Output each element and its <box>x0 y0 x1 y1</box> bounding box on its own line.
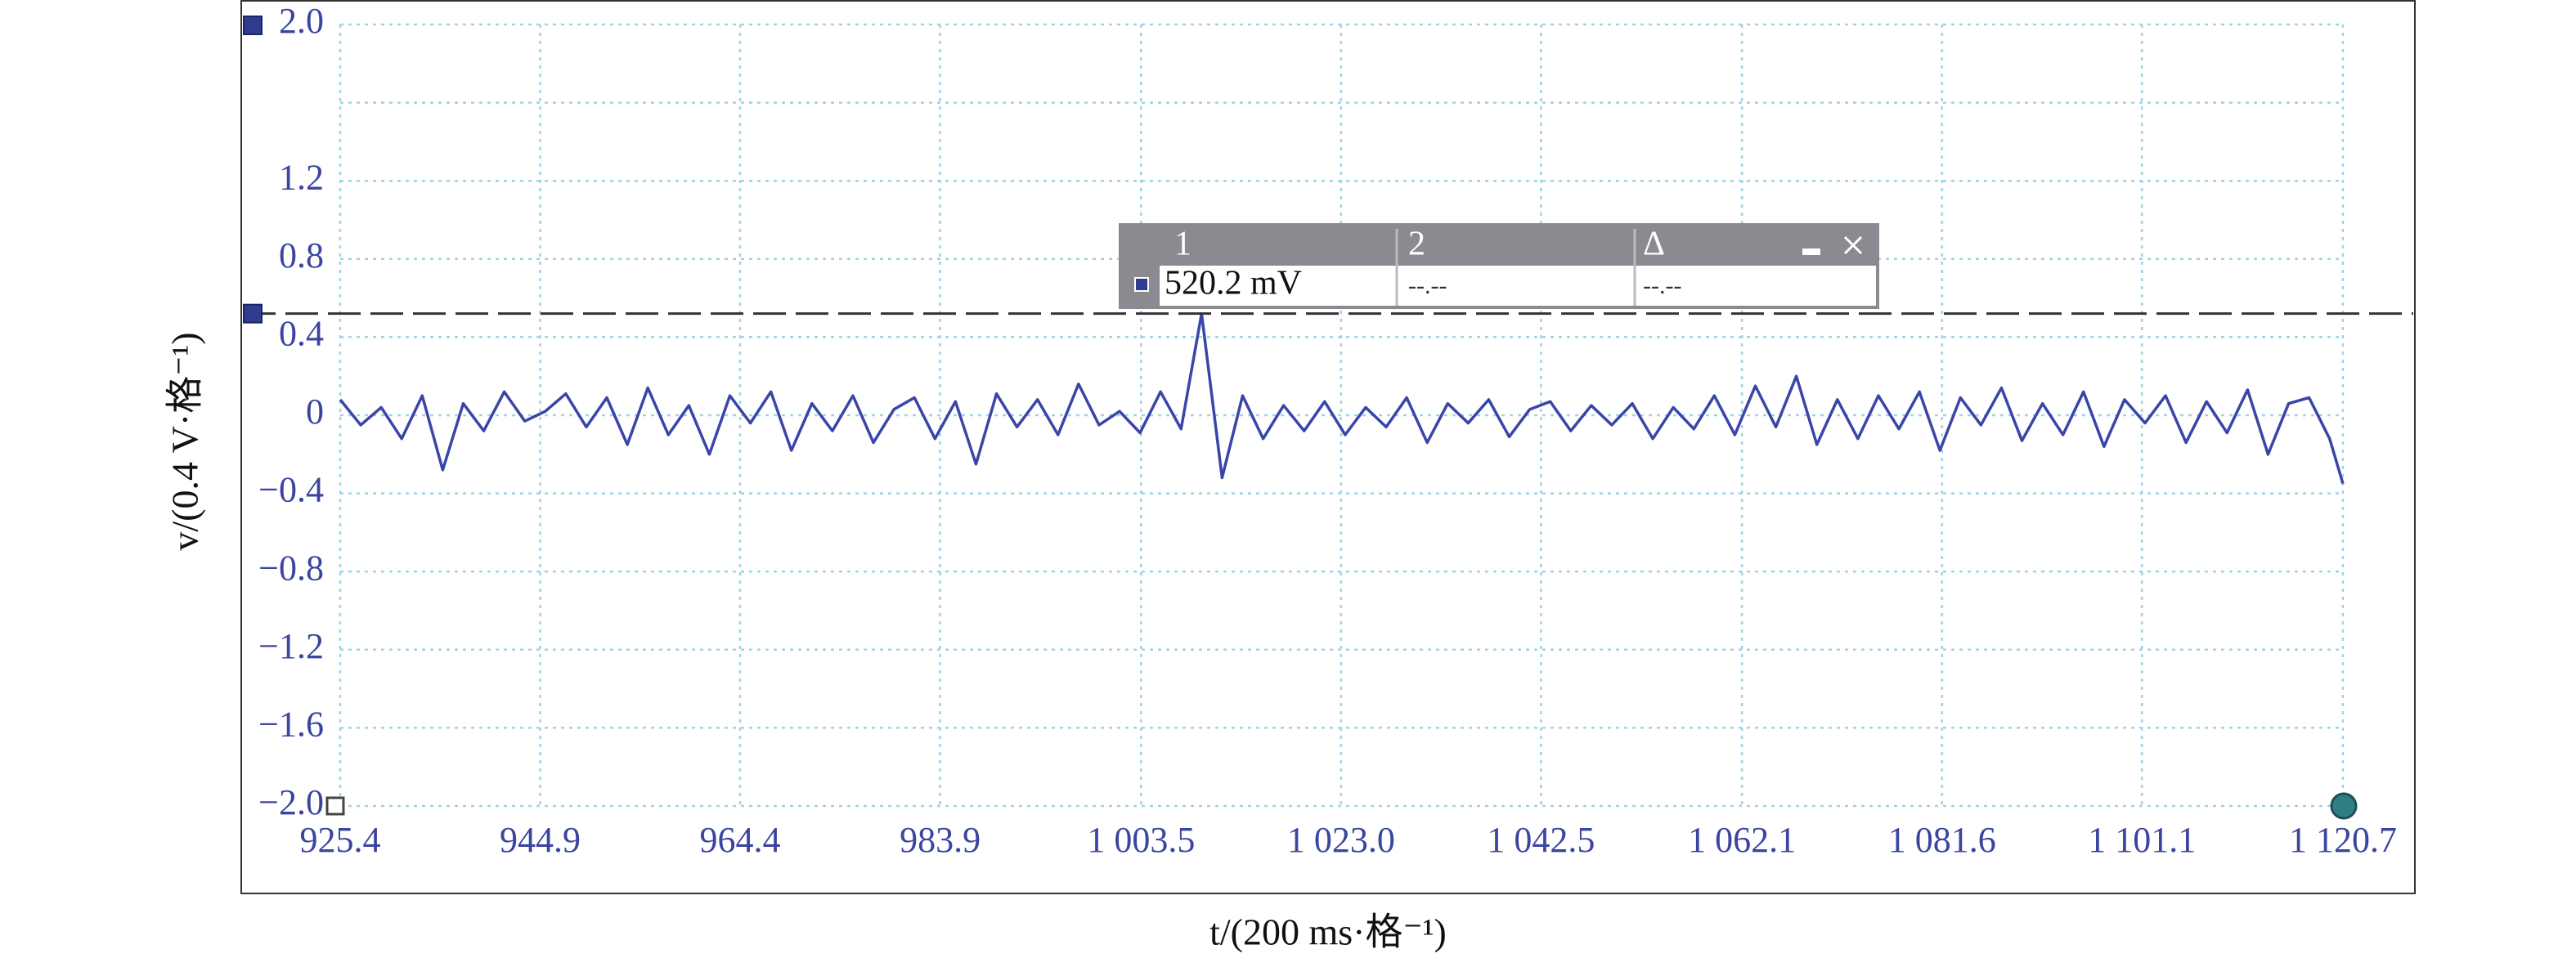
x-tick-label: 1 003.5 <box>1087 820 1195 860</box>
x-tick-label: 925.4 <box>300 820 381 860</box>
position-marker <box>2330 792 2358 820</box>
cursor-table: 1 2 Δ 520.2 mV --.-- --.-- <box>1119 223 1879 309</box>
trigger-marker <box>325 796 345 816</box>
x-tick-label: 1 101.1 <box>2088 820 2196 860</box>
y-axis-label: v/(0.4 V·格⁻¹) <box>164 332 206 550</box>
x-tick-label: 1 042.5 <box>1487 820 1595 860</box>
cursor-header-delta: Δ <box>1643 226 1665 263</box>
cursor-chip <box>1134 277 1149 292</box>
y-tick-label: −1.6 <box>258 704 324 744</box>
grid <box>339 23 2345 808</box>
y-tick-label: −1.2 <box>258 626 324 666</box>
y-tick-label: 2.0 <box>279 1 324 41</box>
cursor-header-1: 1 <box>1174 226 1192 263</box>
y-tick-label: 0.8 <box>279 235 324 275</box>
y-tick-label: 0.4 <box>279 313 324 353</box>
cursor-header <box>1122 226 1876 266</box>
plot-frame <box>240 0 2416 894</box>
x-tick-label: 1 062.1 <box>1688 820 1796 860</box>
x-tick-label: 983.9 <box>900 820 981 860</box>
x-tick-label: 944.9 <box>500 820 581 860</box>
y-tick-label: 0 <box>306 392 324 432</box>
plot <box>243 303 2413 485</box>
close-button[interactable] <box>1843 235 1863 255</box>
signal-line <box>339 311 2345 485</box>
minimize-button[interactable] <box>1802 248 1820 255</box>
y-tick-label: −0.8 <box>258 548 324 588</box>
x-tick-label: 1 120.7 <box>2289 820 2397 860</box>
x-tick-label: 1 081.6 <box>1888 820 1996 860</box>
x-tick-label: 964.4 <box>700 820 781 860</box>
x-tick-label: 1 023.0 <box>1287 820 1395 860</box>
cursor-header-2: 2 <box>1408 226 1425 263</box>
x-axis-label: t/(200 ms·格⁻¹) <box>1209 911 1447 953</box>
channel-marker <box>243 16 263 35</box>
y-tick-label: 1.2 <box>279 157 324 197</box>
cursor-value-2: --.-- <box>1408 272 1447 299</box>
cursor-marker <box>243 303 263 324</box>
cursor-value: 520.2 mV <box>1165 265 1302 302</box>
cursor-value-delta: --.-- <box>1643 272 1681 299</box>
y-tick-label: −0.4 <box>258 470 324 510</box>
y-tick-label: −2.0 <box>258 782 324 822</box>
